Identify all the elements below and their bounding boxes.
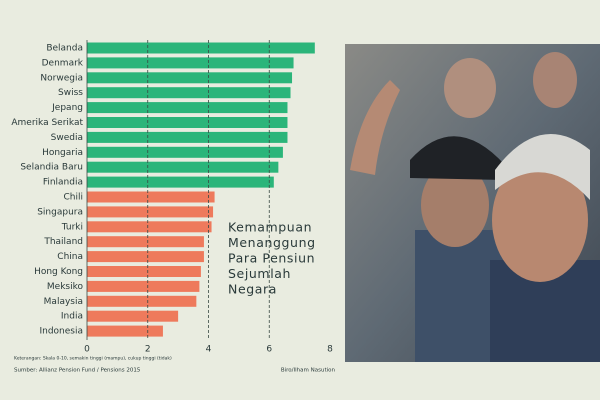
title-line: Para Pensiun bbox=[228, 251, 315, 266]
bar bbox=[87, 280, 200, 292]
bar bbox=[87, 131, 288, 143]
y-tick-label: Hong Kong bbox=[34, 267, 83, 277]
source: Sumber: Allianz Pension Fund / Pensions … bbox=[14, 368, 141, 374]
y-tick-label: Swiss bbox=[58, 88, 83, 98]
bar bbox=[87, 251, 204, 263]
bar bbox=[87, 57, 294, 69]
bar bbox=[87, 266, 201, 277]
y-tick-label: Meksiko bbox=[47, 282, 84, 292]
note: Keterangan: Skala 0-10, semakin tinggi (… bbox=[14, 356, 172, 362]
bar bbox=[87, 221, 212, 233]
bar bbox=[87, 72, 293, 84]
y-tick-label: Selandia Baru bbox=[20, 163, 83, 173]
bar bbox=[87, 102, 288, 114]
x-tick-label: 8 bbox=[327, 345, 333, 355]
y-tick-label: Hongaria bbox=[42, 148, 83, 158]
y-tick-label: Norwegia bbox=[40, 73, 83, 83]
y-tick-label: Belanda bbox=[46, 44, 83, 54]
title-line: Negara bbox=[228, 282, 277, 297]
y-tick-label: China bbox=[57, 252, 83, 262]
y-tick-label: Jepang bbox=[51, 103, 83, 113]
bar bbox=[87, 236, 204, 248]
title-line: Sejumlah bbox=[228, 266, 291, 281]
photo bbox=[345, 44, 600, 362]
bar bbox=[87, 325, 163, 337]
y-tick-label: Singapura bbox=[37, 207, 83, 217]
y-tick-label: Turki bbox=[61, 222, 83, 232]
x-tick-label: 0 bbox=[84, 345, 90, 355]
y-tick-label: Finlandia bbox=[43, 178, 83, 188]
y-tick-label: Swedia bbox=[51, 133, 83, 143]
y-tick-label: Malaysia bbox=[44, 297, 83, 307]
bar bbox=[87, 295, 197, 307]
bar bbox=[87, 176, 274, 188]
title-line: Menanggung bbox=[228, 235, 316, 250]
y-tick-label: India bbox=[61, 312, 83, 322]
bar bbox=[87, 146, 283, 158]
title-line: Kemampuan bbox=[228, 220, 312, 235]
bar bbox=[87, 87, 291, 99]
bar bbox=[87, 161, 279, 173]
credit: Biro/Ilham Nasution bbox=[281, 368, 336, 374]
bar bbox=[87, 310, 179, 322]
y-tick-label: Chili bbox=[64, 193, 84, 203]
y-tick-label: Indonesia bbox=[39, 327, 83, 337]
y-tick-label: Amerika Serikat bbox=[11, 118, 83, 128]
y-tick-label: Denmark bbox=[42, 58, 84, 68]
bar bbox=[87, 191, 215, 203]
bar bbox=[87, 42, 315, 54]
x-tick-label: 2 bbox=[145, 345, 151, 355]
bar bbox=[87, 206, 214, 218]
x-tick-label: 4 bbox=[206, 345, 212, 355]
x-tick-label: 6 bbox=[266, 345, 272, 355]
y-tick-label: Thailand bbox=[43, 237, 83, 247]
bar bbox=[87, 117, 288, 128]
